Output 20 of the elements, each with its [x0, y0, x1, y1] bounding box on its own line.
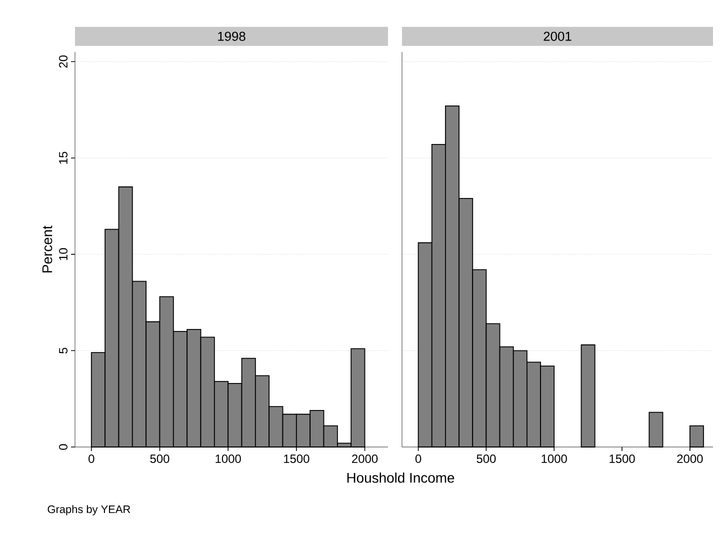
x-tick-label: 0	[88, 454, 94, 463]
y-tick-label: 0	[59, 444, 68, 450]
y-tick-label: 15	[59, 152, 68, 164]
x-tick-label: 2000	[352, 454, 378, 463]
x-tick-label: 2000	[677, 454, 703, 463]
x-tick-label: 1000	[542, 454, 567, 463]
y-tick-label: 10	[59, 248, 68, 260]
x-tick-label: 0	[415, 454, 422, 463]
x-tick-label: 1500	[610, 454, 635, 463]
x-tick-label: 1000	[216, 454, 241, 463]
text: Graphs by YEAR	[48, 505, 130, 516]
x-axis-title: Houshold Income	[347, 472, 454, 483]
x-tick-label: 1500	[284, 454, 310, 463]
x-tick-label: 500	[476, 454, 496, 463]
y-tick-label: 20	[59, 55, 68, 68]
y-tick-label: 5	[59, 348, 68, 354]
y-axis-title: Percent	[42, 226, 52, 272]
x-tick-label: 500	[150, 454, 170, 463]
chart-title: 1998	[218, 32, 246, 41]
chart-title: 2001	[544, 32, 572, 41]
